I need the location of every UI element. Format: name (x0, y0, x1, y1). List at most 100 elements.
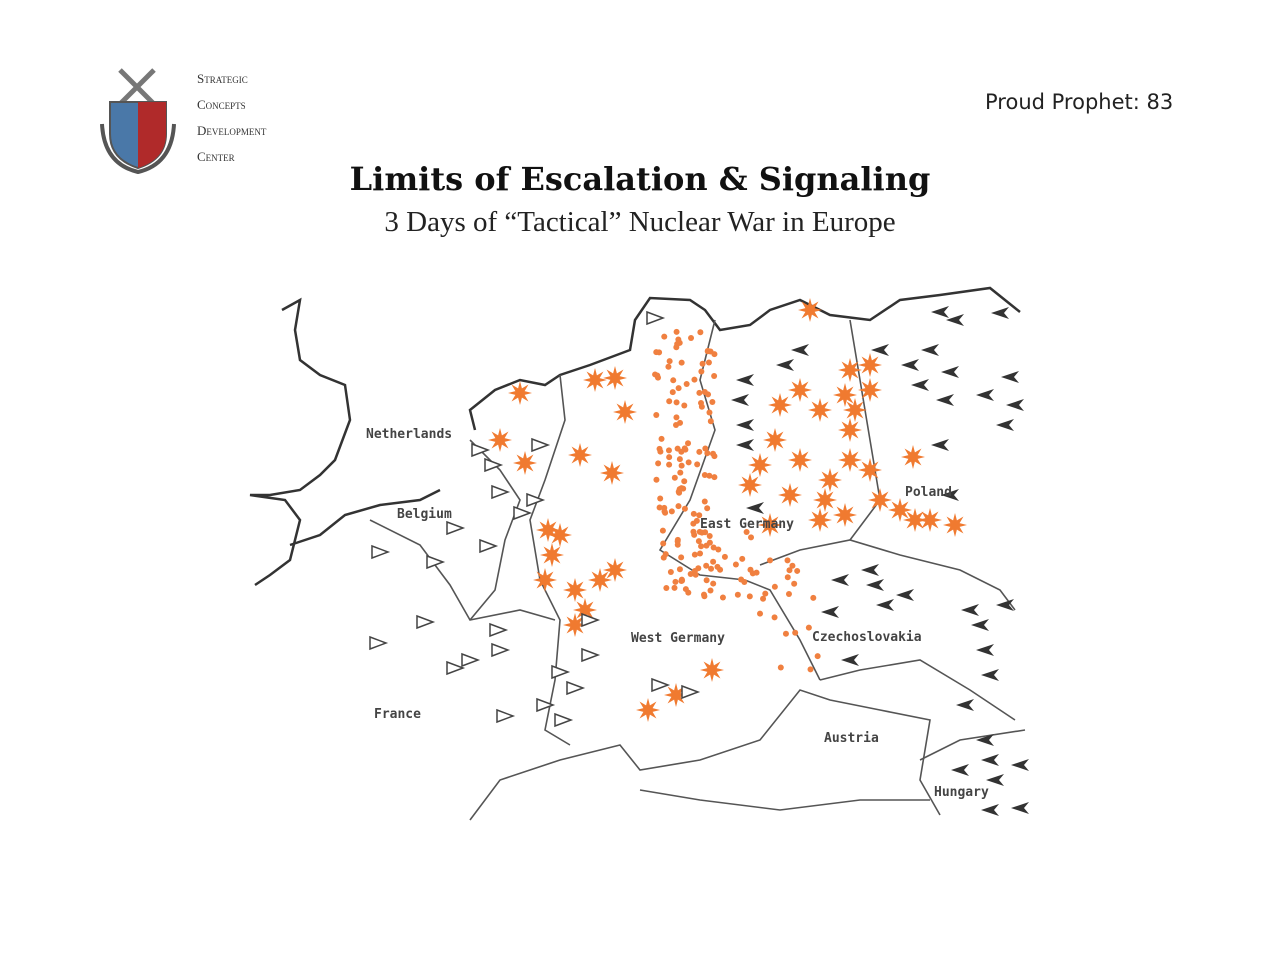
base-west (416, 614, 436, 630)
target-dot (661, 504, 668, 511)
target-dot (697, 329, 704, 336)
target-dot (707, 418, 714, 425)
target-dot (663, 585, 670, 592)
base-east (1001, 371, 1019, 383)
base-east (946, 314, 964, 326)
burst (858, 458, 882, 482)
base-west (484, 457, 504, 473)
target-dot (739, 555, 746, 562)
target-dot (673, 414, 680, 421)
burst (918, 508, 942, 532)
target-dot (777, 664, 784, 671)
base-west (651, 677, 671, 693)
base-east (746, 502, 764, 514)
base-west (369, 635, 389, 651)
target-dot (680, 485, 687, 492)
burst (508, 381, 532, 405)
map-label: West Germany (631, 631, 725, 646)
logo-line: Concepts (197, 97, 246, 112)
base-east (961, 604, 979, 616)
map-label: Netherlands (366, 427, 452, 442)
target-dot (666, 358, 673, 365)
target-dot (657, 495, 664, 502)
base-east (951, 764, 969, 776)
base-west (371, 544, 391, 560)
target-dot (711, 453, 718, 460)
target-dot (673, 328, 680, 335)
base-east (986, 774, 1004, 786)
target-dot (681, 402, 688, 409)
burst (588, 568, 612, 592)
base-east (976, 644, 994, 656)
base-east (991, 307, 1009, 319)
target-dot (673, 399, 680, 406)
target-dot (786, 567, 793, 574)
burst (583, 368, 607, 392)
base-east (981, 804, 999, 816)
base-east (996, 419, 1014, 431)
base-west (461, 652, 481, 668)
base-east (941, 489, 959, 501)
base-east (971, 619, 989, 631)
base-east (731, 394, 749, 406)
target-dot (691, 551, 698, 558)
target-dot (703, 562, 710, 569)
target-dot (662, 509, 669, 516)
burst (788, 378, 812, 402)
base-east (1011, 759, 1029, 771)
burst (858, 353, 882, 377)
target-dot (678, 576, 685, 583)
target-dot (785, 590, 792, 597)
target-dot (715, 546, 722, 553)
base-west (489, 622, 509, 638)
target-dot (701, 591, 707, 598)
target-dot (661, 333, 668, 340)
burst (533, 568, 557, 592)
logo-line: Center (197, 149, 235, 164)
burst (568, 443, 592, 467)
target-dot (711, 373, 718, 380)
burst (778, 483, 802, 507)
target-dot (695, 538, 702, 545)
base-west (471, 442, 491, 458)
burst (548, 523, 572, 547)
map-label: Belgium (397, 507, 452, 522)
target-dot (678, 462, 685, 469)
burst (763, 428, 787, 452)
target-dot (685, 440, 692, 447)
target-dot (675, 385, 682, 392)
target-dot (696, 448, 703, 455)
burst (818, 468, 842, 492)
burst (600, 461, 624, 485)
burst (488, 428, 512, 452)
target-dot (698, 543, 705, 550)
base-east (931, 439, 949, 451)
target-dot (762, 590, 769, 597)
burst (901, 445, 925, 469)
base-east (931, 306, 949, 318)
target-dot (703, 577, 710, 584)
target-dot (711, 351, 718, 358)
burst (540, 543, 564, 567)
target-dot (704, 347, 711, 354)
base-east (896, 589, 914, 601)
target-dot (685, 459, 692, 466)
logo-line: Strategic (197, 71, 248, 86)
target-dot (711, 474, 718, 481)
target-dot (659, 527, 666, 534)
burst (758, 513, 782, 537)
target-dot (674, 445, 681, 452)
burst (858, 378, 882, 402)
target-dot (810, 594, 817, 601)
burst (838, 358, 862, 382)
target-dot (697, 399, 704, 406)
base-east (981, 754, 999, 766)
target-dot (691, 376, 698, 383)
base-west (496, 708, 516, 724)
subtitle: 3 Days of “Tactical” Nuclear War in Euro… (384, 206, 896, 238)
target-dot (732, 561, 739, 568)
target-dot (701, 472, 708, 479)
base-east (981, 669, 999, 681)
target-dot (760, 595, 767, 602)
